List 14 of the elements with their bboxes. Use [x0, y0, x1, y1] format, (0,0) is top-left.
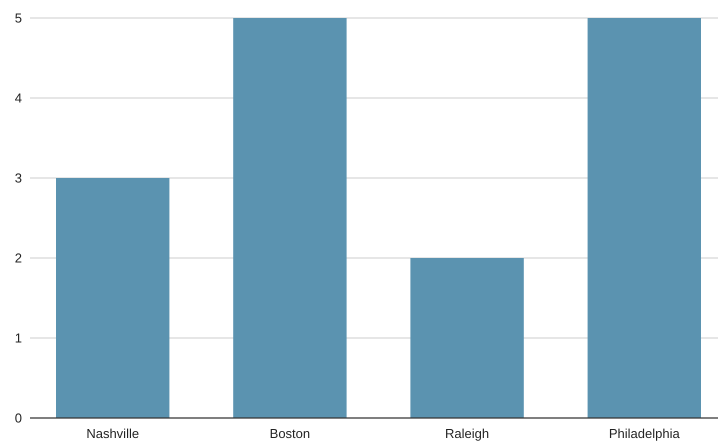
x-tick-label: Raleigh	[445, 426, 490, 441]
y-tick-label: 1	[14, 330, 22, 346]
y-tick-label: 5	[14, 10, 22, 26]
y-tick-label: 2	[14, 250, 22, 266]
y-tick-label: 4	[14, 90, 22, 106]
bar	[410, 258, 524, 418]
bar	[56, 178, 170, 418]
y-tick-label: 3	[14, 170, 22, 186]
y-tick-label: 0	[14, 410, 22, 426]
bar	[588, 18, 701, 418]
x-tick-label: Nashville	[86, 426, 140, 441]
x-tick-label: Philadelphia	[608, 426, 680, 441]
x-tick-label: Boston	[270, 426, 310, 441]
bar	[233, 18, 347, 418]
